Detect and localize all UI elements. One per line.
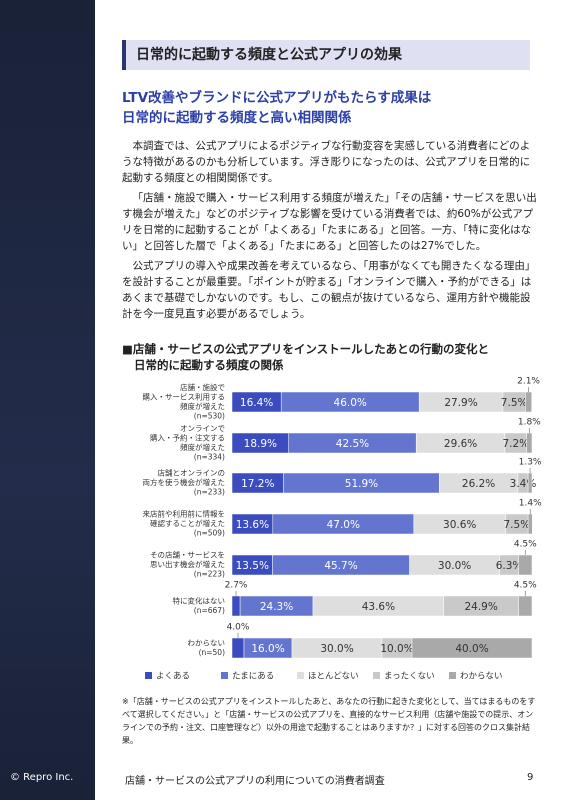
value-label: 4.5% bbox=[514, 540, 537, 550]
bar-segment bbox=[527, 472, 533, 494]
bar-segment bbox=[518, 595, 533, 617]
subtitle-line: LTV改善やブランドに公式アプリがもたらす成果は bbox=[122, 90, 432, 106]
value-label: 4.0% bbox=[227, 623, 250, 633]
legend-label: わからない bbox=[460, 672, 503, 682]
value-label: 6.3% bbox=[496, 560, 523, 572]
category-label: (n=530) bbox=[194, 411, 225, 420]
copyright: © Repro Inc. bbox=[10, 772, 74, 783]
subtitle: LTV改善やブランドに公式アプリがもたらす成果は 日常的に起動する頻度と高い相関関… bbox=[122, 88, 537, 128]
value-label: 7.2% bbox=[502, 438, 529, 450]
value-label: 26.2% bbox=[462, 478, 495, 490]
value-label: 45.7% bbox=[324, 560, 357, 572]
category-label: 思い出す機会が増えた bbox=[150, 559, 225, 569]
chart-title: ■店舗・サービスの公式アプリをインストールしたあとの行動の変化と日常的に起動する… bbox=[122, 341, 489, 373]
legend-swatch bbox=[145, 672, 152, 679]
value-label: 16.0% bbox=[251, 643, 284, 655]
value-label: 13.5% bbox=[236, 560, 269, 572]
value-label: 51.9% bbox=[345, 478, 378, 490]
category-label: 来店前や利用前に情報を bbox=[143, 509, 226, 519]
value-label: 13.6% bbox=[236, 519, 269, 531]
value-label: 46.0% bbox=[334, 397, 367, 409]
value-label: 24.3% bbox=[260, 601, 293, 613]
value-label: 47.0% bbox=[327, 519, 360, 531]
chart: 店舗・施設で購入・サービス利用する頻度が増えた(n=530)16.4% 46.0%… bbox=[143, 377, 543, 682]
bar-segment bbox=[231, 637, 245, 659]
bar-segment bbox=[525, 391, 532, 413]
paragraph: 公式アプリの導入や成果改善を考えているなら、「用事がなくても開きたくなる理由」を… bbox=[122, 260, 536, 320]
value-label: 16.4% bbox=[240, 397, 273, 409]
category-label: (n=233) bbox=[194, 488, 225, 497]
value-label: 1.4% bbox=[519, 499, 542, 509]
legend-label: よくある bbox=[156, 672, 190, 682]
value-label: 3.4% bbox=[510, 478, 537, 490]
category-label: (n=50) bbox=[199, 648, 226, 657]
value-label: 1.3% bbox=[519, 458, 542, 468]
category-label: 店舗とオンラインの bbox=[158, 468, 226, 478]
legend-swatch bbox=[373, 672, 380, 679]
category-label: その店舗・サービスを bbox=[150, 550, 225, 560]
value-label: 30.0% bbox=[438, 560, 471, 572]
value-label: 30.0% bbox=[320, 643, 353, 655]
subtitle-line: 日常的に起動する頻度と高い相関関係 bbox=[122, 110, 352, 126]
legend-label: まったくない bbox=[384, 672, 435, 682]
category-label: 両方を使う機会が増えた bbox=[143, 477, 226, 487]
category-label: (n=334) bbox=[194, 452, 225, 461]
value-label: 2.7% bbox=[225, 581, 248, 591]
bar-segment bbox=[526, 432, 533, 454]
legend-label: ほとんどない bbox=[308, 672, 359, 682]
category-label: 頻度が増えた bbox=[180, 401, 225, 411]
value-label: 30.6% bbox=[443, 519, 476, 531]
value-label: 27.9% bbox=[444, 397, 477, 409]
bar-segment bbox=[231, 595, 241, 617]
category-label: (n=667) bbox=[194, 606, 225, 615]
value-label: 10.0% bbox=[380, 643, 413, 655]
legend-swatch bbox=[297, 672, 304, 679]
page-number: 9 bbox=[527, 772, 534, 783]
legend-swatch bbox=[449, 672, 456, 679]
bar-segment bbox=[518, 554, 533, 576]
report-name: 店舗・サービスの公式アプリの利用についての消費者調査 bbox=[125, 776, 385, 787]
category-label: (n=223) bbox=[194, 570, 225, 579]
category-label: わからない bbox=[188, 638, 226, 647]
value-label: 4.5% bbox=[514, 581, 537, 591]
page-title: 日常的に起動する頻度と公式アプリの効果 bbox=[122, 40, 530, 70]
category-label: 購入・サービス利用する bbox=[143, 391, 226, 401]
value-label: 2.1% bbox=[517, 377, 540, 387]
value-label: 7.5% bbox=[501, 397, 528, 409]
paragraph: 「店舗・施設で購入・サービス利用する頻度が増えた」「その店舗・サービスを思い出す… bbox=[122, 192, 537, 252]
value-label: 7.5% bbox=[504, 519, 531, 531]
sidebar bbox=[0, 0, 95, 800]
legend-swatch bbox=[221, 672, 228, 679]
value-label: 24.9% bbox=[464, 601, 497, 613]
legend-label: たまにある bbox=[232, 672, 274, 682]
category-label: オンラインで bbox=[180, 424, 225, 433]
value-label: 43.6% bbox=[362, 601, 395, 613]
category-label: (n=509) bbox=[194, 529, 225, 538]
category-label: 頻度が増えた bbox=[180, 442, 225, 452]
value-label: 40.0% bbox=[455, 643, 488, 655]
value-label: 42.5% bbox=[336, 438, 369, 450]
footnote: ※「店舗・サービスの公式アプリをインストールしたあと、あなたの行動に起きた変化と… bbox=[122, 697, 536, 745]
value-label: 18.9% bbox=[244, 438, 277, 450]
category-label: 特に変化はない bbox=[173, 595, 226, 605]
category-label: 確認することが増えた bbox=[150, 518, 225, 528]
chart-title-line: ■店舗・サービスの公式アプリをインストールしたあとの行動の変化と bbox=[122, 342, 490, 356]
bar-segment bbox=[411, 637, 533, 659]
chart-title-line: 日常的に起動する頻度の関係 bbox=[134, 358, 284, 372]
category-label: 購入・予約・注文する bbox=[150, 432, 225, 442]
value-label: 29.6% bbox=[444, 438, 477, 450]
bar-segment bbox=[527, 513, 533, 535]
paragraph: 本調査では、公式アプリによるポジティブな行動変容を実感している消費者にどのような… bbox=[122, 140, 531, 184]
value-label: 1.8% bbox=[518, 418, 541, 428]
category-label: 店舗・施設で bbox=[180, 382, 225, 392]
value-label: 17.2% bbox=[241, 478, 274, 490]
